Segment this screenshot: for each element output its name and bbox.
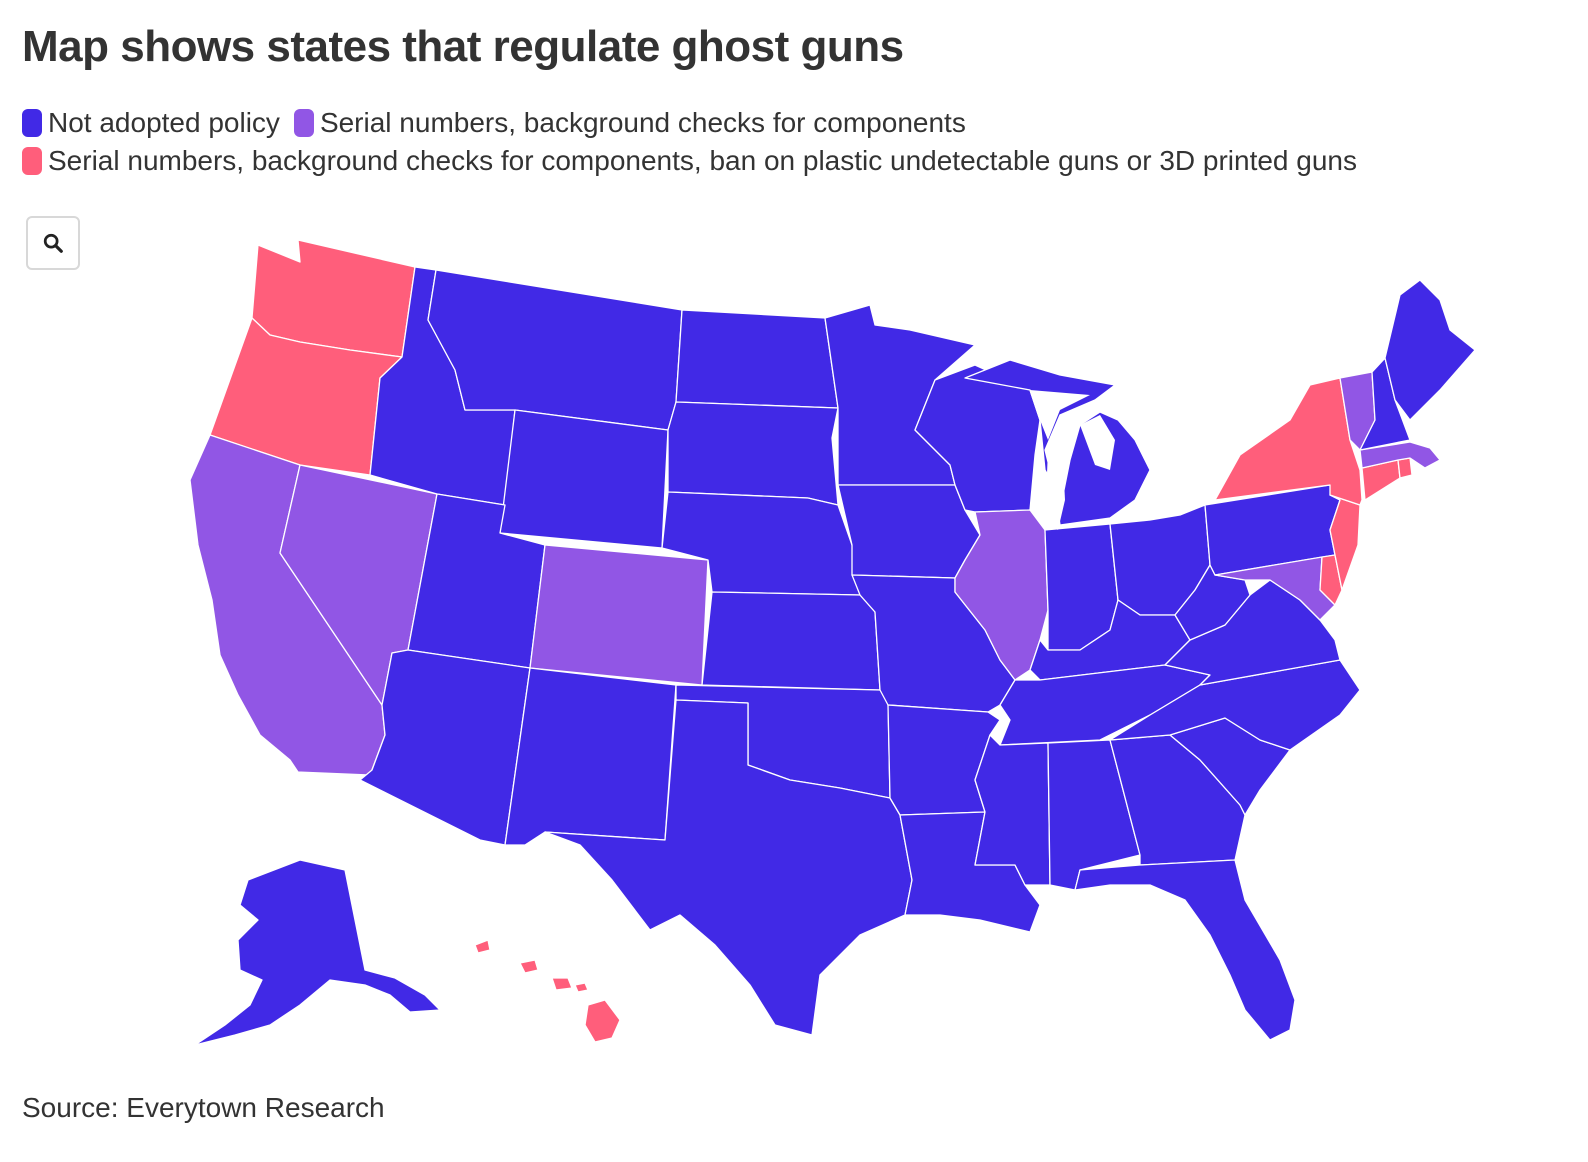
zoom-button[interactable] [26,216,80,270]
legend-row-2: Serial numbers, background checks for co… [22,142,1562,180]
state-north-dakota[interactable] [675,309,839,409]
state-rhode-island[interactable] [1397,457,1413,479]
state-kansas[interactable] [701,591,881,691]
state-new-jersey[interactable] [1329,494,1361,591]
legend-item-serial: Serial numbers, background checks for co… [293,107,966,139]
legend-label-serial: Serial numbers, background checks for co… [319,107,966,138]
state-new-york[interactable] [1214,377,1363,506]
state-delaware[interactable] [1319,554,1343,606]
state-colorado[interactable] [529,544,709,686]
legend-label-not-adopted: Not adopted policy [48,107,280,138]
state-new-mexico[interactable] [504,667,677,846]
us-map-svg [189,239,1476,1046]
state-iowa[interactable] [837,484,981,579]
legend-item-not-adopted: Not adopted policy [22,107,280,139]
state-texas[interactable] [544,699,913,1036]
state-wyoming[interactable] [499,409,669,549]
legend-item-ban: Serial numbers, background checks for co… [22,145,1357,177]
legend-row-1: Not adopted policy Serial numbers, backg… [22,104,1562,142]
state-indiana[interactable] [1044,523,1119,651]
state-maine[interactable] [1384,279,1476,421]
legend: Not adopted policy Serial numbers, backg… [22,104,1562,180]
state-alaska[interactable] [194,859,441,1046]
search-icon [43,233,63,253]
state-massachusetts[interactable] [1359,441,1441,469]
source-note: Source: Everytown Research [22,1092,385,1123]
state-montana[interactable] [427,269,683,431]
state-mississippi[interactable] [974,734,1051,886]
legend-swatch-serial [293,109,314,137]
us-map [0,200,1588,1080]
great-lakes [1030,390,1115,530]
state-south-dakota[interactable] [667,401,839,506]
page-title: Map shows states that regulate ghost gun… [22,22,904,71]
state-florida[interactable] [1074,859,1296,1041]
state-hawaii[interactable] [474,939,621,1043]
legend-swatch-not-adopted [22,109,42,137]
legend-swatch-ban [22,147,42,175]
legend-label-ban: Serial numbers, background checks for co… [48,145,1357,176]
